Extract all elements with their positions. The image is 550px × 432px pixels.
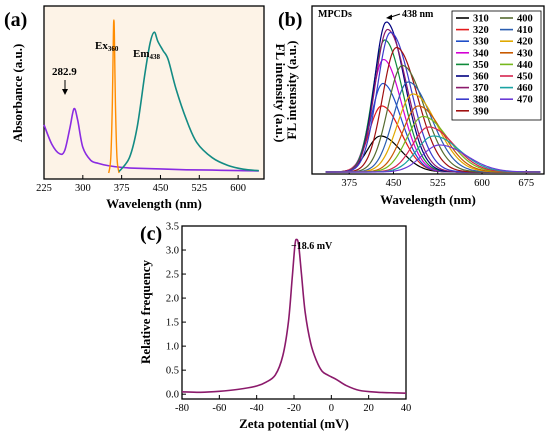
panel-a-x-tick-label: 525 [191,183,207,194]
panel-b-x-tick-label: 450 [386,178,402,189]
panel-c-y-tick-label: 0.5 [166,366,179,377]
panel-b-x-tick-label: 600 [474,178,490,189]
panel-a-plot-background [43,5,265,180]
panel-b-tag: (b) [278,9,302,31]
panel-c-y-tick-label: 2.0 [166,294,179,305]
panel-c-line-zeta [181,238,407,395]
panel-b-peak-annotation: 438 nm [402,9,434,20]
panel-a-line-absorbance [43,107,259,172]
panel-b-legend-label: 410 [517,25,533,36]
panel-a-x-tick-label: 375 [114,183,130,194]
panel-b-legend-label: 310 [473,14,489,25]
panel-c-x-tick-label: -80 [175,403,189,414]
panel-b-legend-label: 460 [517,83,533,94]
panel-b-legend: 3103203303403503603703803904004104204304… [451,10,542,121]
panel-a-x-tick-label: 600 [230,183,246,194]
panel-a-em-label: Em438 [133,48,161,61]
panel-b-legend-label: 370 [473,83,489,94]
panel-b-legend-label: 390 [473,106,489,117]
panel-a-x-ticks: 225 300 375 450 525 600 [36,175,246,194]
panel-b-legend-label: 330 [473,37,489,48]
panel-c-x-tick-label: -20 [287,403,301,414]
panel-a-series [43,19,259,174]
panel-a-line-ex360 [108,19,120,174]
panel-b-legend-label: 380 [473,95,489,106]
panel-b-legend-label: 470 [517,95,533,106]
panel-c: -80 -60 -40 -20 0 20 40 0.0 0.5 1.0 1.5 2.0 2.5 3.0 3.… [138,222,411,432]
panel-c-x-tick-label: 40 [401,403,412,414]
panel-a-x-tick-label: 450 [153,183,169,194]
panel-b-legend-label: 430 [517,48,533,59]
panel-c-y-tick-label: 3.5 [166,222,179,233]
panel-c-y-tick-label: 2.5 [166,270,179,281]
panel-c-tag: (c) [140,223,162,245]
panel-b-legend-label: 350 [473,60,489,71]
panel-a-x-tick-label: 300 [75,183,91,194]
panel-b-x-tick-label: 675 [518,178,534,189]
panel-a-y-axis-label: Absorbance (a.u.) [10,44,25,143]
panel-b-sample-label: MPCDs [318,9,352,20]
panel-c-x-tick-label: -40 [250,403,264,414]
panel-b-legend-label: 340 [473,48,489,59]
panel-c-y-axis-label: Relative frequency [138,259,153,364]
panel-b-legend-label: 320 [473,25,489,36]
panel-a-tag: (a) [4,9,27,31]
panel-c-x-axis-label: Zeta potential (mV) [239,416,349,431]
panel-c-series [181,238,407,395]
panel-b-y-axis-label: FL intensity (a.u.) [284,41,299,140]
panel-b-legend-label: 360 [473,72,489,83]
panel-b-x-tick-label: 375 [341,178,357,189]
panel-b-legend-label: 400 [517,14,533,25]
panel-b-legend-label: 420 [517,37,533,48]
panel-b-legend-label: 450 [517,72,533,83]
panel-b-x-ticks: 375 450 525 600 675 [341,170,534,189]
panel-c-y-tick-label: 1.0 [166,342,179,353]
panel-b-series [325,21,541,173]
panel-b-x-axis-label: Wavelength (nm) [380,192,476,207]
panel-b: 375 450 525 600 675 310320330340350360370380… [278,5,545,207]
panel-c-y-tick-label: 0.0 [166,390,179,401]
panel-a-ex-label: Ex360 [95,40,119,53]
panel-a-x-axis-label: Wavelength (nm) [106,196,202,211]
panel-c-y-tick-label: 1.5 [166,318,179,329]
panel-a: 225 300 375 450 525 600 (a) Absorbance (a.u.)… [4,5,288,211]
panel-a-peak-annotation: 282.9 [52,66,77,78]
panel-b-x-tick-label: 525 [430,178,446,189]
panel-c-annotation: −18.6 mV [291,241,333,252]
panel-c-ticks: -80 -60 -40 -20 0 20 40 0.0 0.5 1.0 1.5 2.0 2.5 3.0 3.… [166,222,411,415]
panel-a-x-tick-label: 225 [36,183,52,194]
panel-a-line-em438 [118,31,259,172]
panel-b-line-470 [325,144,541,173]
panel-a-peak-arrowhead [62,89,68,95]
panel-c-x-tick-label: 0 [329,403,334,414]
panel-c-y-tick-label: 3.0 [166,246,179,257]
panel-b-peak-arrowhead [386,14,392,20]
panel-a-y2-axis-label: FL intensity (a.u.) [273,44,288,143]
panel-b-legend-label: 440 [517,60,533,71]
panel-c-x-tick-label: 20 [363,403,374,414]
panel-c-x-tick-label: -60 [212,403,226,414]
